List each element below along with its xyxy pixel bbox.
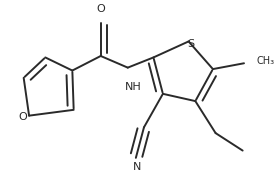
- Text: CH₃: CH₃: [256, 56, 274, 66]
- Text: NH: NH: [125, 81, 142, 92]
- Text: S: S: [188, 39, 195, 49]
- Text: O: O: [18, 112, 27, 122]
- Text: O: O: [96, 4, 105, 14]
- Text: N: N: [133, 162, 142, 172]
